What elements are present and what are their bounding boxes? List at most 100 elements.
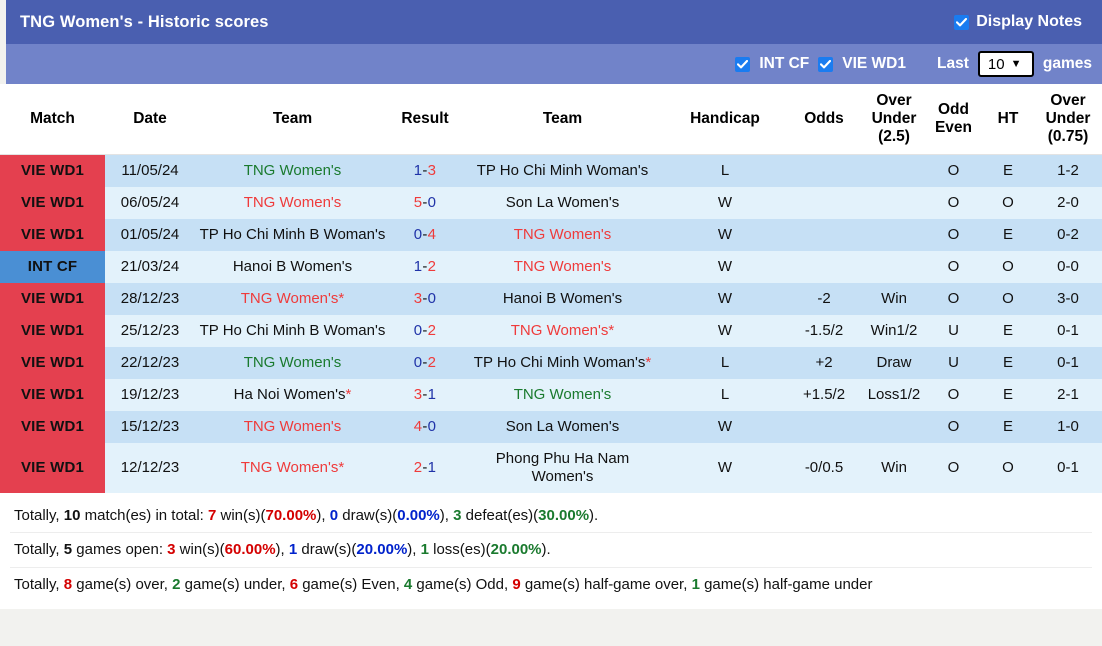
score-away: 2 bbox=[427, 257, 437, 275]
league-badge[interactable]: VIE WD1 bbox=[0, 154, 105, 187]
league-badge[interactable]: VIE WD1 bbox=[0, 186, 105, 219]
team-name: TNG Women's bbox=[243, 417, 342, 435]
league-badge[interactable]: VIE WD1 bbox=[0, 282, 105, 315]
table-row[interactable]: VIE WD1 11/05/24 TNG Women's 1-3 TP Ho Chi M… bbox=[0, 154, 1102, 187]
table-row[interactable]: INT CF 21/03/24 Hanoi B Women's 1-2 TNG Wome… bbox=[0, 250, 1102, 283]
over-under-25: U bbox=[925, 346, 982, 379]
chevron-down-icon: ▼ bbox=[1010, 57, 1022, 70]
match-score[interactable]: 5-0 bbox=[390, 186, 460, 219]
away-team[interactable]: TNG Women's bbox=[460, 218, 665, 251]
match-score[interactable]: 0-4 bbox=[390, 218, 460, 251]
filter-int-cf-checkbox[interactable] bbox=[735, 56, 751, 72]
league-badge[interactable]: VIE WD1 bbox=[0, 378, 105, 411]
column-header-line: Match bbox=[30, 109, 75, 127]
s3-v5: 9 bbox=[512, 575, 521, 593]
league-badge[interactable]: VIE WD1 bbox=[0, 442, 105, 493]
away-team[interactable]: TP Ho Chi Minh Woman's* bbox=[460, 346, 665, 379]
home-team[interactable]: TNG Women's bbox=[195, 346, 390, 379]
over-under-25: O bbox=[925, 410, 982, 443]
odds-value: Draw bbox=[863, 346, 925, 379]
half-time-score: 0-1 bbox=[1034, 346, 1102, 379]
league-badge[interactable]: VIE WD1 bbox=[0, 314, 105, 347]
s2-v4: 1 bbox=[288, 541, 298, 559]
away-team[interactable]: TNG Women's bbox=[460, 250, 665, 283]
half-time-score: 0-1 bbox=[1034, 314, 1102, 347]
half-time-score: 2-1 bbox=[1034, 378, 1102, 411]
over-under-25: O bbox=[925, 378, 982, 411]
half-time-score: 0-0 bbox=[1034, 250, 1102, 283]
table-row[interactable]: VIE WD1 25/12/23 TP Ho Chi Minh B Woman's 0… bbox=[0, 314, 1102, 347]
table-row[interactable]: VIE WD1 12/12/23 TNG Women's* 2-1 Phong Phu … bbox=[0, 442, 1102, 493]
away-team[interactable]: Son La Women's bbox=[460, 186, 665, 219]
away-team[interactable]: TNG Women's* bbox=[460, 314, 665, 347]
match-result: L bbox=[665, 378, 785, 411]
league-badge[interactable]: VIE WD1 bbox=[0, 218, 105, 251]
last-games-select[interactable]: 10 ▼ bbox=[977, 51, 1034, 77]
odds-value bbox=[863, 218, 925, 251]
home-team[interactable]: Ha Noi Women's* bbox=[195, 378, 390, 411]
match-score[interactable]: 1-2 bbox=[390, 250, 460, 283]
away-team[interactable]: TNG Women's bbox=[460, 378, 665, 411]
home-team[interactable]: TP Ho Chi Minh B Woman's bbox=[195, 314, 390, 347]
away-team[interactable]: Hanoi B Women's bbox=[460, 282, 665, 315]
table-row[interactable]: VIE WD1 22/12/23 TNG Women's 0-2 TP Ho Chi M… bbox=[0, 346, 1102, 379]
score-away: 1 bbox=[427, 458, 437, 476]
score-home: 1 bbox=[413, 257, 423, 275]
table-row[interactable]: VIE WD1 01/05/24 TP Ho Chi Minh B Woman's 0… bbox=[0, 218, 1102, 251]
match-score[interactable]: 2-1 bbox=[390, 442, 460, 493]
table-row[interactable]: VIE WD1 28/12/23 TNG Women's* 3-0 Hanoi B Wo… bbox=[0, 282, 1102, 315]
home-team[interactable]: TNG Women's* bbox=[195, 282, 390, 315]
filter-vie-wd1-checkbox[interactable] bbox=[818, 56, 834, 72]
away-team[interactable]: TP Ho Chi Minh Woman's bbox=[460, 154, 665, 187]
s1-t6: defeat(es)( bbox=[461, 506, 539, 524]
match-score[interactable]: 4-0 bbox=[390, 410, 460, 443]
half-time-score: 0-1 bbox=[1034, 442, 1102, 493]
match-result: W bbox=[665, 250, 785, 283]
match-score[interactable]: 0-2 bbox=[390, 346, 460, 379]
table-row[interactable]: VIE WD1 06/05/24 TNG Women's 5-0 Son La Wome… bbox=[0, 186, 1102, 219]
handicap-value: -1.5/2 bbox=[785, 314, 863, 347]
table-row[interactable]: VIE WD1 15/12/23 TNG Women's 4-0 Son La Wome… bbox=[0, 410, 1102, 443]
table-row[interactable]: VIE WD1 19/12/23 Ha Noi Women's* 3-1 TNG Wom… bbox=[0, 378, 1102, 411]
league-badge[interactable]: VIE WD1 bbox=[0, 410, 105, 443]
league-badge[interactable]: VIE WD1 bbox=[0, 346, 105, 379]
away-team[interactable]: Son La Women's bbox=[460, 410, 665, 443]
home-team[interactable]: Hanoi B Women's bbox=[195, 250, 390, 283]
home-team[interactable]: TNG Women's bbox=[195, 186, 390, 219]
table-header: Match Date Team Result Team Handicap Odds Over U… bbox=[0, 84, 1102, 155]
score-away: 0 bbox=[427, 289, 437, 307]
league-badge[interactable]: INT CF bbox=[0, 250, 105, 283]
home-team[interactable]: TNG Women's bbox=[195, 410, 390, 443]
summary-line-total: Totally, 10 match(es) in total: 7 win(s)… bbox=[10, 499, 1092, 534]
column-header-line: Result bbox=[401, 109, 449, 127]
team-name: TNG Women's bbox=[513, 385, 612, 403]
home-team[interactable]: TNG Women's bbox=[195, 154, 390, 187]
match-score[interactable]: 1-3 bbox=[390, 154, 460, 187]
match-date: 06/05/24 bbox=[105, 186, 195, 219]
s1-t5: ), bbox=[439, 506, 454, 524]
s2-t7: ). bbox=[541, 541, 551, 559]
column-header-over-under-2-5: Over Under (2.5) bbox=[863, 84, 925, 155]
display-notes-checkbox[interactable] bbox=[954, 14, 970, 30]
score-away: 0 bbox=[427, 193, 437, 211]
odd-even: E bbox=[982, 314, 1034, 347]
home-team[interactable]: TP Ho Chi Minh B Woman's bbox=[195, 218, 390, 251]
score-separator: - bbox=[422, 353, 428, 371]
match-result: W bbox=[665, 186, 785, 219]
historic-scores-table: Match Date Team Result Team Handicap Odds Over U… bbox=[0, 84, 1102, 493]
score-separator: - bbox=[422, 161, 428, 179]
match-result: W bbox=[665, 410, 785, 443]
match-score[interactable]: 0-2 bbox=[390, 314, 460, 347]
match-score[interactable]: 3-0 bbox=[390, 282, 460, 315]
display-notes-toggle[interactable]: Display Notes bbox=[954, 13, 1088, 31]
s3-t4: game(s) Odd, bbox=[412, 575, 513, 593]
column-header-team: Team bbox=[460, 84, 665, 155]
home-team[interactable]: TNG Women's* bbox=[195, 442, 390, 493]
match-date: 25/12/23 bbox=[105, 314, 195, 347]
odds-value: Win bbox=[863, 442, 925, 493]
odds-value bbox=[863, 250, 925, 283]
team-name: TNG Women's bbox=[510, 321, 609, 339]
away-team[interactable]: Phong Phu Ha Nam Women's bbox=[460, 442, 665, 493]
match-score[interactable]: 3-1 bbox=[390, 378, 460, 411]
filter-bar: INT CF VIE WD1 Last 10 ▼ games bbox=[0, 44, 1102, 84]
